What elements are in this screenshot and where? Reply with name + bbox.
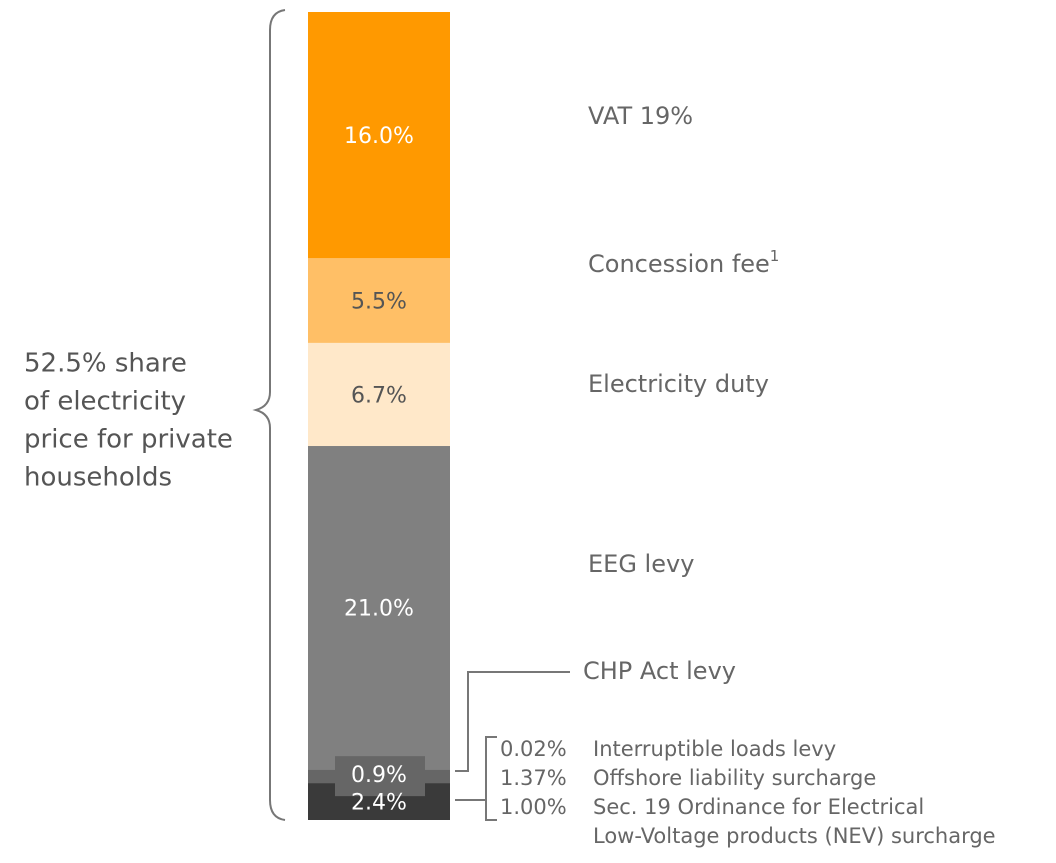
breakdown-share: 1.37% <box>500 766 567 790</box>
value-label: 16.0% <box>344 124 414 149</box>
breakdown-label: Sec. 19 Ordinance for Electrical <box>593 795 924 819</box>
series-label: EEG levy <box>588 550 694 578</box>
bar-segment <box>308 446 450 770</box>
brace <box>252 9 286 821</box>
value-label: 21.0% <box>344 597 414 622</box>
annotation: price for private <box>24 425 233 455</box>
breakdown-label: Low-Voltage products (NEV) surcharge <box>593 824 996 848</box>
bar-segment <box>308 12 450 259</box>
series-label: Concession fee1 <box>588 247 779 279</box>
breakdown-share: 1.00% <box>500 795 567 819</box>
series-label: CHP Act levy <box>583 657 736 685</box>
value-label: 0.9% <box>351 763 407 788</box>
connector <box>455 671 570 772</box>
value-label: 6.7% <box>351 383 407 408</box>
annotation: 52.5% share <box>24 349 187 379</box>
value-label: 2.4% <box>351 791 407 816</box>
breakdown-label: Interruptible loads levy <box>593 737 836 761</box>
value-label: 5.5% <box>351 290 407 315</box>
footnote-mark: 1 <box>770 247 780 265</box>
annotation: households <box>24 463 172 493</box>
bar-segment <box>308 342 450 447</box>
series-label: VAT 19% <box>588 102 693 130</box>
bar-segment <box>308 258 450 343</box>
label-box <box>335 756 425 797</box>
breakdown-share: 0.02% <box>500 737 567 761</box>
bracket <box>455 736 497 821</box>
series-label: Electricity duty <box>588 370 769 398</box>
breakdown-label: Offshore liability surcharge <box>593 766 876 790</box>
annotation: of electricity <box>24 387 186 417</box>
